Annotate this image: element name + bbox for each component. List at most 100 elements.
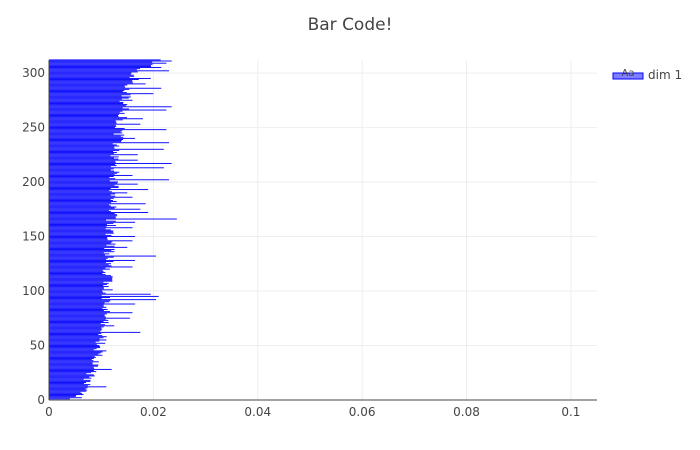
bar	[49, 298, 102, 300]
bar	[49, 165, 117, 167]
bar	[49, 273, 103, 274]
bar	[49, 366, 94, 368]
bar	[49, 247, 105, 249]
bar	[49, 186, 119, 188]
bar	[49, 133, 114, 135]
bar	[49, 125, 117, 127]
x-tick-label: 0.02	[140, 405, 167, 419]
axes	[48, 60, 597, 401]
bar	[49, 127, 115, 128]
bar	[49, 360, 94, 362]
bar	[49, 292, 106, 294]
bar	[49, 358, 94, 359]
bar	[49, 164, 116, 165]
bar	[49, 253, 110, 255]
bar	[49, 178, 116, 180]
bar	[49, 368, 112, 370]
bars-group	[49, 59, 177, 400]
bar	[49, 323, 101, 325]
bar	[49, 271, 106, 273]
bar	[49, 299, 156, 301]
bar	[49, 281, 104, 283]
bar	[49, 339, 107, 341]
legend[interactable]: Aa dim 1	[612, 68, 682, 82]
bar	[49, 361, 99, 363]
bar	[49, 174, 133, 176]
bar	[49, 252, 104, 254]
bar	[49, 81, 133, 83]
bar	[49, 92, 127, 94]
bar	[49, 84, 128, 86]
bar	[49, 212, 149, 213]
bar	[49, 264, 109, 266]
bar	[49, 384, 91, 386]
bar	[49, 156, 119, 158]
x-tick-label: 0	[45, 405, 53, 419]
bar	[49, 183, 138, 185]
bar	[49, 312, 133, 314]
bar	[49, 107, 123, 109]
bar	[49, 311, 110, 313]
bar	[49, 196, 133, 198]
bar	[49, 103, 124, 104]
bar	[49, 176, 114, 177]
bar	[49, 288, 104, 290]
y-tick-label: 300	[22, 66, 45, 80]
bar	[49, 279, 113, 281]
chart-title: Bar Code!	[308, 15, 393, 35]
bar	[49, 67, 162, 69]
bar	[49, 240, 133, 242]
bar	[49, 287, 104, 289]
bar	[49, 207, 115, 209]
bar	[49, 172, 118, 174]
bar	[49, 180, 110, 182]
bar	[49, 310, 104, 312]
bar	[49, 215, 118, 217]
bar	[49, 293, 151, 295]
bar	[49, 208, 141, 210]
bar	[49, 352, 101, 354]
bar	[49, 376, 90, 378]
bar	[49, 119, 123, 121]
bar	[49, 206, 117, 208]
bar	[49, 329, 102, 331]
bar	[49, 142, 170, 144]
bar	[49, 328, 103, 330]
y-axis-ticks: 0 50 100 150 200 250 300	[22, 66, 45, 407]
bar	[49, 367, 95, 369]
bar	[49, 209, 109, 211]
bar	[49, 285, 104, 286]
bar	[49, 394, 84, 395]
bar	[49, 216, 116, 218]
bar	[49, 93, 154, 95]
bar	[49, 317, 130, 319]
bar	[49, 334, 99, 335]
bar	[49, 118, 143, 120]
bar	[49, 355, 95, 357]
bar	[49, 147, 115, 149]
bar	[49, 200, 113, 201]
bar	[49, 270, 104, 272]
bar	[49, 63, 153, 65]
bar	[49, 197, 114, 199]
bar	[49, 365, 98, 367]
bar	[49, 89, 125, 91]
bar	[49, 249, 115, 250]
bar	[49, 143, 113, 145]
bar	[49, 136, 124, 138]
x-axis-ticks: 0 0.02 0.04 0.06 0.08 0.1	[45, 405, 580, 419]
gridlines	[49, 60, 597, 400]
bar	[49, 231, 114, 233]
bar	[49, 340, 100, 342]
bar	[49, 117, 128, 119]
bar	[49, 202, 112, 204]
bar	[49, 226, 107, 228]
bar	[49, 274, 106, 276]
bar	[49, 124, 116, 126]
bar	[49, 269, 103, 271]
bar	[49, 351, 103, 353]
bar	[49, 68, 140, 70]
bar	[49, 65, 152, 67]
bar	[49, 258, 107, 260]
bar	[49, 300, 111, 302]
